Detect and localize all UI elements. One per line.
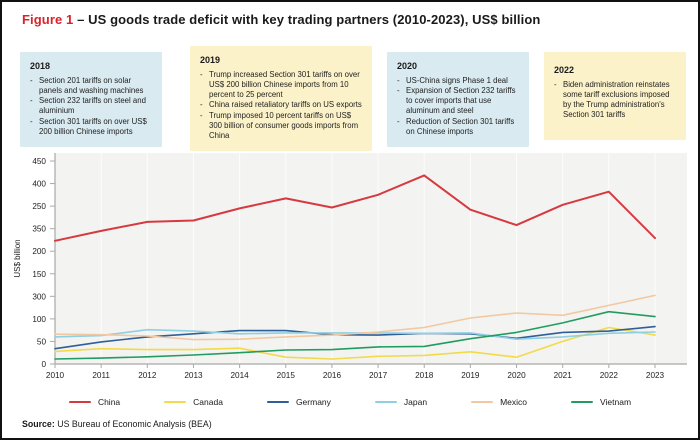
x-tick-label: 2021 [554,371,573,380]
callout-bullet: - Biden administration reinstates some ta… [554,80,677,121]
callout-year: 2020 [397,61,418,71]
x-tick-label: 2022 [600,371,619,380]
source-text: US Bureau of Economic Analysis (BEA) [54,419,212,429]
series-line-vietnam [54,310,656,360]
legend-label: Japan [403,397,428,407]
y-tick-label: 50 [37,337,47,346]
legend-label: Vietnam [600,397,632,407]
legend-swatch-mexico [471,400,494,404]
x-tick-label: 2013 [184,371,203,380]
y-axis-title: US$ billion [13,239,22,277]
bullet-dash: - [397,86,400,96]
x-tick-label: 2023 [646,371,665,380]
callout-bullet: - Section 201 tariffs on solar panels and… [30,76,153,96]
legend-label: Mexico [500,397,528,407]
callout-bullet: - Expansion of Section 232 tariffs to cov… [397,86,520,116]
source-note: Source: US Bureau of Economic Analysis (… [22,419,212,429]
bullet-text: Reduction of Section 301 tariffs on Chin… [406,116,515,136]
y-tick-label: 400 [32,180,46,189]
y-tick-label: 0 [41,360,46,369]
x-tick-label: 2017 [369,371,388,380]
x-tick-label: 2020 [507,371,526,380]
callout-bullet: - Section 301 tariffs on over US$ 200 bil… [30,117,153,137]
trade-deficit-line-chart: 450 400 250 350 200 150 300 100 50 0 2010 2011 2012 2… [10,148,694,393]
bullet-text: US-China signs Phase 1 deal [406,76,508,85]
bullet-text: Section 201 tariffs on solar panels and … [39,76,144,96]
callout-box-2022: 2022 - Biden administration reinstates som… [544,52,686,140]
bullet-dash: - [200,110,203,120]
series-line-china [54,174,656,242]
callout-bullet: - US-China signs Phase 1 deal [397,76,520,86]
legend-label: Canada [193,397,223,407]
x-tick-label: 2011 [92,371,110,380]
legend-swatch-japan [374,400,397,404]
bullet-dash: - [200,100,203,110]
callout-box-2020: 2020- US-China signs Phase 1 deal - Expansi… [387,52,529,147]
legend-item-japan: Japan [374,397,428,407]
x-tick-label: 2019 [461,371,480,380]
callout-bullet: - China raised retaliatory tariffs on US … [200,100,363,110]
bullet-dash: - [30,96,33,106]
y-tick-label: 350 [32,225,46,234]
y-tick-label: 250 [32,202,46,211]
legend-swatch-canada [164,400,187,404]
callout-bullet: - Reduction of Section 301 tariffs on Chi… [397,117,520,137]
legend-item-vietnam: Vietnam [571,397,631,407]
legend-swatch-china [68,400,91,404]
figure-title-text: – US goods trade deficit with key tradin… [73,12,541,27]
chart-legend: China Canada Germany Japan Mexico Vietnam [2,397,698,407]
y-tick-label: 150 [32,270,46,279]
x-tick-label: 2016 [323,371,342,380]
bullet-text: Biden administration reinstates some tar… [563,80,670,120]
legend-item-china: China [68,397,121,407]
callout-year: 2018 [30,61,51,71]
bullet-text: Section 301 tariffs on over US$ 200 bill… [39,116,147,136]
x-tick-label: 2010 [46,371,65,380]
x-tick-label: 2018 [415,371,434,380]
x-tick-label: 2014 [231,371,250,380]
plot-area [55,153,687,364]
legend-label: Germany [295,397,331,407]
y-tick-label: 450 [32,157,46,166]
y-tick-label: 300 [32,292,46,301]
legend-item-mexico: Mexico [471,397,527,407]
callout-bullet: - Trump imposed 10 percent tariffs on US$… [200,111,363,141]
callout-year: 2022 [554,65,575,75]
bullet-dash: - [397,116,400,126]
bullet-text: Trump increased Section 301 tariffs on o… [209,70,360,100]
bullet-text: Section 232 tariffs on steel and alumini… [39,96,146,116]
legend-label: China [97,397,121,407]
series-line-canada [54,326,656,360]
figure-number: Figure 1 [22,12,74,27]
callout-bullet: - Trump increased Section 301 tariffs on … [200,70,363,100]
bullet-text: Trump imposed 10 percent tariffs on US$ … [209,110,359,140]
bullet-dash: - [30,76,33,85]
x-tick-label: 2015 [277,371,296,380]
bullet-text: Expansion of Section 232 tariffs to cove… [406,86,516,116]
bullet-dash: - [30,116,33,126]
source-label: Source: [22,419,55,429]
y-tick-label: 100 [32,315,46,324]
bullet-text: China raised retaliatory tariffs on US e… [209,100,362,110]
callout-box-2019: 2019 - Trump increased Section 301 tariffs… [190,46,372,151]
bullet-dash: - [200,70,203,79]
x-tick-label: 2012 [138,371,157,380]
bullet-dash: - [554,80,557,89]
callout-year: 2019 [200,55,221,65]
callout-bullet: - Section 232 tariffs on steel and alumin… [30,96,153,116]
legend-swatch-vietnam [571,400,594,404]
bullet-dash: - [397,76,400,85]
series-line-mexico [54,294,656,341]
legend-item-germany: Germany [266,397,331,407]
figure-title: Figure 1 – US goods trade deficit with k… [22,12,540,27]
legend-swatch-germany [266,400,289,404]
y-tick-label: 200 [32,247,46,256]
callout-box-2018: 2018- Section 201 tariffs on solar panels… [20,52,162,147]
legend-item-canada: Canada [164,397,223,407]
